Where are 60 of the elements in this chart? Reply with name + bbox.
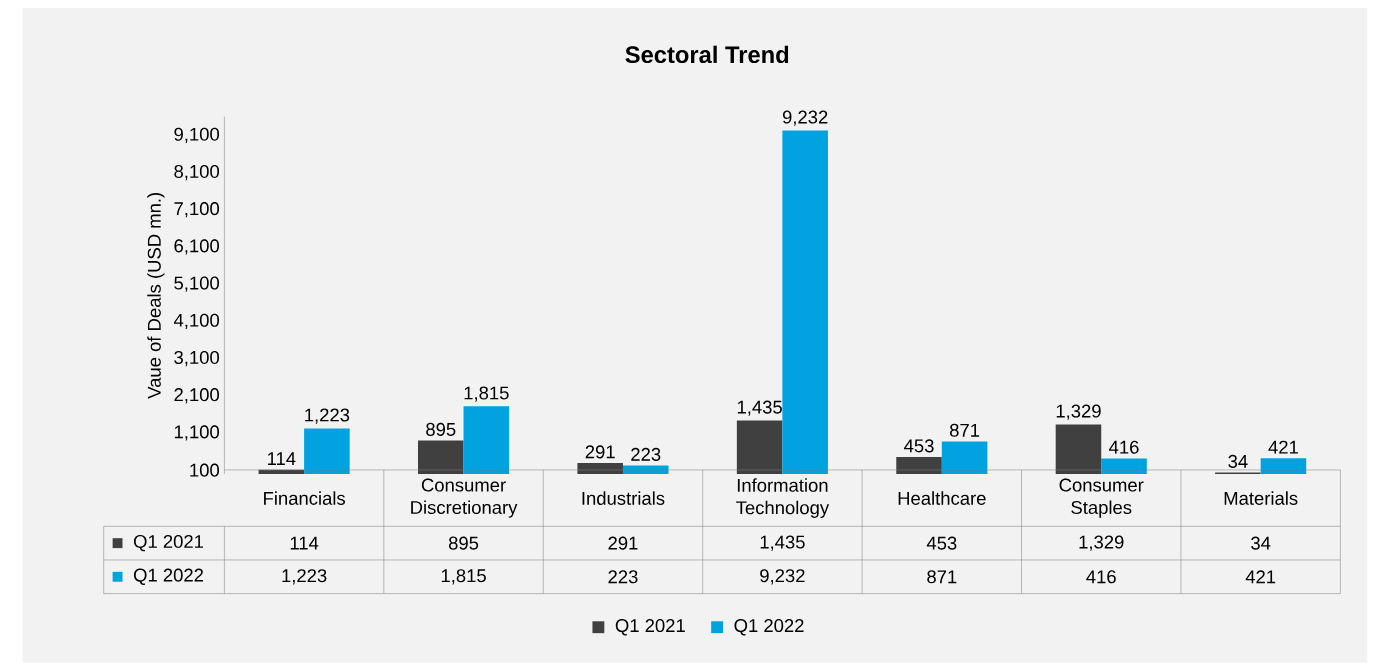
- data-label: 114: [290, 536, 319, 550]
- text: 34: [1228, 454, 1248, 469]
- text: 416: [1109, 440, 1139, 454]
- text: 871: [949, 423, 980, 437]
- bar: [782, 130, 828, 474]
- y-tick-label: 5,100: [174, 276, 220, 292]
- x-tick-label: Financials: [264, 491, 345, 506]
- data-label: 453: [926, 536, 957, 550]
- text: 1,329: [1056, 404, 1101, 420]
- bar: [941, 441, 988, 474]
- data-label: 9,232: [760, 569, 805, 585]
- text: 453: [904, 439, 934, 453]
- bar: [304, 428, 350, 474]
- text: 223: [631, 447, 661, 462]
- text: 291: [585, 445, 615, 459]
- data-label: 34: [1251, 536, 1271, 550]
- chart-title: Sectoral Trend: [625, 45, 789, 64]
- bar: [1101, 458, 1147, 474]
- y-tick-label: 9,100: [174, 127, 220, 144]
- legend-label: Q1 2022: [133, 568, 204, 586]
- text: 895: [426, 422, 456, 437]
- y-tick-label: 4,100: [173, 313, 220, 330]
- y-tick-label: 3,100: [174, 351, 220, 367]
- legend-label: Q1 2021: [133, 535, 204, 552]
- text: 114: [268, 452, 296, 466]
- x-tick-label: Consumer Staples: [1059, 478, 1144, 518]
- data-label: 1,435: [760, 535, 805, 551]
- text: 1,435: [737, 400, 782, 416]
- x-tick-label: Information Technology: [736, 478, 830, 519]
- text: 421: [1268, 440, 1298, 454]
- y-tick-label: 7,100: [174, 202, 220, 218]
- data-label: 1,815: [441, 569, 486, 585]
- y-tick-label: 2,100: [174, 388, 220, 404]
- y-axis-title: Vaue of Deals (USD mn.): [147, 193, 165, 399]
- data-label: 421: [1245, 570, 1276, 584]
- text: 9,232: [782, 110, 828, 126]
- text: 1,815: [464, 386, 509, 402]
- bar: [896, 457, 942, 474]
- y-tick-label: 8,100: [174, 165, 220, 181]
- y-tick-label: 1,100: [174, 425, 220, 441]
- x-tick-label: Healthcare: [898, 491, 986, 506]
- data-label: 895: [448, 536, 479, 550]
- y-tick-label: 100: [190, 463, 220, 477]
- x-tick-label: Consumer Discretionary: [411, 478, 518, 518]
- data-label: 223: [608, 570, 638, 584]
- bar: [417, 440, 464, 474]
- text: Q1 2021: [615, 619, 685, 636]
- bar: [1055, 424, 1102, 474]
- bar: [463, 406, 510, 474]
- data-label: 871: [927, 570, 957, 584]
- data-label: 291: [608, 536, 638, 550]
- text: 1,223: [305, 408, 350, 424]
- data-label: 1,223: [282, 569, 327, 585]
- bar: [736, 420, 783, 474]
- text: Q1 2022: [734, 619, 804, 636]
- x-tick-label: Industrials: [582, 491, 665, 506]
- data-label: 1,329: [1079, 535, 1124, 551]
- x-tick-label: Materials: [1224, 491, 1298, 506]
- data-label: 416: [1086, 570, 1116, 584]
- y-tick-label: 6,100: [174, 239, 220, 255]
